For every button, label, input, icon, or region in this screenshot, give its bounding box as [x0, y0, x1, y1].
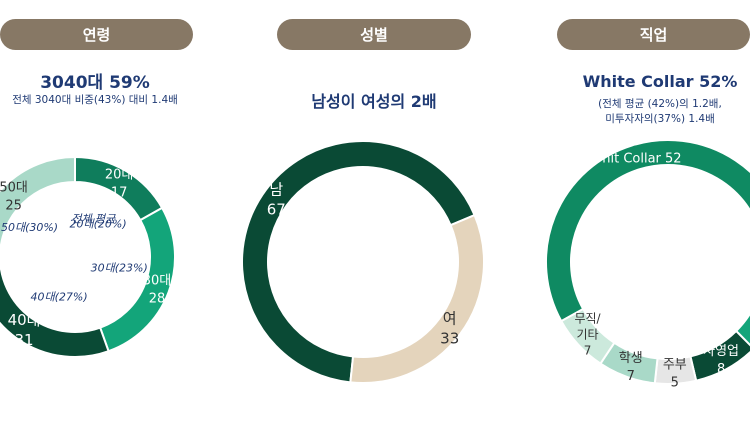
- age-section-title: 연령: [0, 19, 193, 50]
- age-headline: 3040대 59%: [40, 73, 150, 93]
- slice-label: 기타: [576, 327, 598, 341]
- donut-slice-1-1: [349, 213, 485, 384]
- age-subline: 전체 3040대 비중(43%) 대비 1.4배: [12, 94, 178, 106]
- slice-label: 남: [269, 181, 283, 199]
- donut-slice-0-3: [0, 155, 76, 257]
- average-reference-label: 40대(27%): [31, 291, 88, 304]
- slice-value: 8: [717, 362, 725, 377]
- average-reference-label: 30대(23%): [91, 261, 148, 274]
- gender-section-title: 성별: [277, 19, 471, 50]
- average-reference-label: 20대(20%): [70, 217, 127, 230]
- average-reference-label: 전체 평균: [71, 213, 116, 226]
- slice-label: 40대: [8, 311, 41, 329]
- slice-value: 7: [627, 369, 635, 384]
- donut-slice-2-0: [545, 139, 750, 323]
- slice-value: 17: [111, 185, 128, 200]
- job-subline-1: (전체 평균 (42%)의 1.2배,: [598, 98, 722, 110]
- donut-slice-0-2: [0, 254, 110, 358]
- slice-label: 주부: [663, 357, 687, 372]
- slice-label: 무직/: [574, 311, 601, 325]
- slice-value: 31: [14, 331, 33, 349]
- slice-label: 여: [443, 309, 457, 327]
- gender-headline: 남성이 여성의 2배: [311, 92, 437, 111]
- slice-value: 28: [149, 292, 166, 307]
- slice-label: 50대: [0, 181, 28, 196]
- job-subline-2: 미투자자의(37%) 1.4배: [605, 113, 715, 125]
- slice-label: 자영업: [703, 344, 739, 359]
- slice-value: 7: [584, 343, 592, 357]
- slice-value: 5: [671, 375, 679, 390]
- slice-value: 67: [267, 201, 286, 219]
- slice-label: Whit Collar 52: [589, 151, 681, 166]
- slice-value: 25: [5, 199, 22, 214]
- slice-label: 30대: [143, 274, 172, 289]
- donut-slice-2-6: [559, 307, 616, 365]
- slice-label: 20대: [105, 167, 134, 182]
- average-reference-label: 50대(30%): [1, 221, 58, 234]
- job-headline: White Collar 52%: [582, 72, 738, 91]
- slice-label: 학생: [619, 351, 643, 366]
- donut-slice-1-0: [241, 140, 476, 384]
- slice-value: 33: [440, 329, 459, 347]
- job-section-title: 직업: [557, 19, 750, 50]
